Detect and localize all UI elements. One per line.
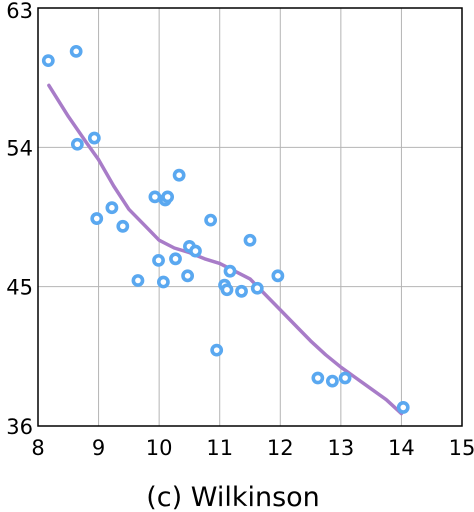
scatter-point [235, 284, 248, 298]
x-tick-label: 13 [327, 436, 354, 460]
scatter-point [90, 212, 104, 225]
scatter-point [181, 269, 195, 283]
data-points [41, 44, 410, 414]
scatter-point [223, 264, 237, 278]
scatter-point [87, 131, 101, 145]
scatter-point [210, 343, 224, 357]
scatter-point [161, 190, 175, 204]
x-tick-label: 14 [388, 436, 415, 460]
scatter-point [169, 252, 182, 266]
scatter-point [250, 281, 264, 295]
y-tick-label: 36 [6, 415, 33, 439]
x-tick-label: 9 [92, 436, 105, 460]
scatter-point [41, 54, 55, 68]
y-tick-label: 54 [6, 136, 33, 160]
scatter-point [152, 253, 165, 267]
scatter-point [325, 374, 339, 388]
x-tick-label: 11 [206, 436, 233, 460]
scatter-point [243, 233, 257, 247]
y-tick-label: 63 [6, 0, 33, 23]
scatter-point [131, 274, 145, 287]
x-tick-label: 8 [31, 436, 44, 460]
scatter-point [311, 371, 325, 385]
x-tick-label: 10 [146, 436, 173, 460]
scatter-point [148, 190, 162, 204]
scatter-point [172, 168, 186, 182]
x-tick-label: 12 [267, 436, 294, 460]
scatter-point [271, 269, 285, 283]
y-tick-label: 45 [6, 276, 33, 300]
scatter-point [220, 283, 234, 297]
x-tick-label: 15 [449, 436, 474, 460]
scatter-point [204, 213, 218, 227]
grid [38, 8, 462, 426]
scatter-point [189, 244, 202, 258]
scatter-point [105, 201, 119, 215]
plot-frame [37, 7, 463, 427]
scatter-point [338, 371, 352, 385]
scatter-point [70, 137, 84, 151]
chart-caption: (c) Wilkinson [146, 482, 320, 512]
scatter-point [156, 275, 170, 289]
scatter-point [396, 401, 410, 414]
scatter-point [116, 219, 130, 233]
trend-line [47, 83, 404, 416]
tick-labels: 8 9 10 11 12 13 14 15 36 45 54 63 [6, 0, 474, 460]
scatter-point [69, 44, 83, 58]
